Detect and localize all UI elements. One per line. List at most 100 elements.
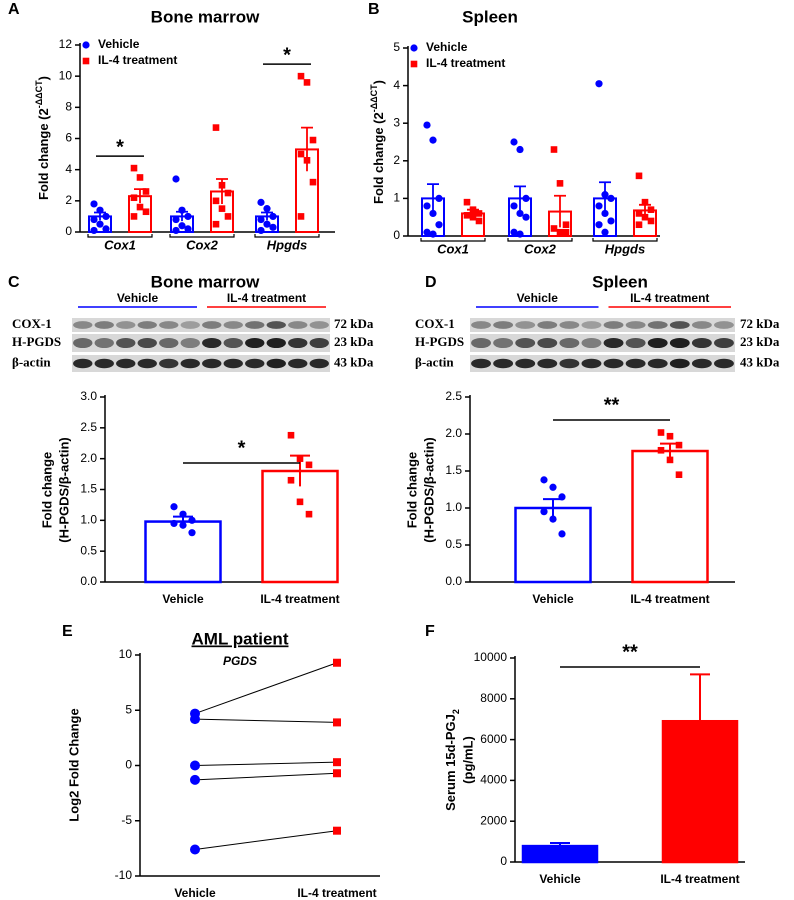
category-bracket	[507, 238, 573, 242]
y-tick-label: 4	[393, 78, 400, 92]
y-tick-label: 2000	[480, 813, 507, 827]
blot-band	[581, 337, 602, 349]
category-bracket	[169, 234, 235, 238]
data-point	[463, 198, 471, 206]
data-point	[635, 172, 643, 180]
data-point	[516, 209, 524, 218]
pair-line	[194, 772, 338, 781]
x-tick-label: Cox1	[104, 237, 136, 252]
data-point	[595, 221, 603, 229]
x-tick-label: Hpgds	[605, 241, 645, 256]
blot-band-label: β-actin	[12, 354, 51, 369]
significance-label: *	[116, 136, 124, 158]
blot-band	[515, 321, 536, 329]
data-point	[635, 221, 643, 229]
legend-marker	[410, 60, 418, 68]
blot-band	[159, 358, 179, 369]
subtitle: PGDS	[223, 654, 257, 668]
x-tick-label: Vehicle	[539, 872, 581, 886]
blot-band	[581, 321, 602, 329]
y-axis-label: Fold change (2-ΔΔCT)	[34, 76, 51, 200]
data-point	[666, 456, 674, 464]
blot-band	[515, 337, 536, 349]
data-point	[556, 228, 564, 236]
blot-band	[691, 337, 712, 349]
data-point	[305, 461, 313, 469]
y-tick-label: 0	[500, 854, 507, 868]
panel-letter: F	[425, 623, 435, 640]
blot-band	[116, 337, 136, 349]
blot-strip	[72, 318, 330, 332]
category-bracket	[254, 234, 320, 238]
data-point	[558, 493, 566, 501]
y-tick-label: 0.0	[80, 574, 97, 588]
y-axis-label: Log2 Fold Change	[66, 708, 81, 821]
blot-band	[691, 321, 712, 329]
data-point	[296, 498, 304, 506]
chart-title: Spleen	[592, 272, 648, 291]
legend-marker	[82, 41, 90, 49]
data-point	[212, 124, 220, 131]
blot-band	[471, 321, 491, 329]
y-tick-label: 1.0	[80, 513, 97, 527]
data-point	[601, 191, 609, 199]
y-tick-label: 2.5	[80, 420, 97, 434]
y-axis-label: (H-PGDS/β-actin)	[421, 437, 436, 542]
data-point	[469, 206, 477, 213]
data-point	[178, 222, 186, 230]
blot-band	[647, 321, 668, 329]
data-point	[675, 471, 683, 478]
x-tick-label: Cox2	[186, 237, 219, 252]
data-point	[522, 194, 530, 202]
data-point	[96, 206, 104, 214]
y-axis-label: Serum 15d-PGJ2	[443, 709, 461, 811]
blot-band	[180, 321, 200, 329]
data-point	[190, 844, 200, 855]
bar	[261, 469, 339, 584]
data-point	[257, 226, 265, 235]
blot-band	[471, 358, 491, 369]
blot-band	[245, 358, 265, 369]
data-point	[257, 215, 265, 224]
blot-band	[288, 358, 308, 369]
pair-line	[194, 761, 338, 766]
data-point	[188, 529, 196, 537]
y-axis-label-part: 2	[451, 709, 461, 714]
data-point	[549, 515, 557, 523]
blot-band-label: COX-1	[415, 316, 455, 331]
bar	[661, 719, 739, 864]
chart-title: Bone marrow	[151, 272, 260, 291]
error-bar	[599, 181, 611, 215]
data-point	[188, 516, 196, 524]
data-point	[641, 198, 649, 206]
blot-band	[223, 321, 243, 329]
blot-band	[202, 321, 222, 329]
data-point	[510, 138, 518, 146]
legend-marker	[82, 57, 90, 65]
blot-band	[669, 337, 690, 349]
blot-band	[116, 358, 136, 369]
blot-band	[223, 337, 243, 349]
legend-label: IL-4 treatment	[426, 56, 505, 70]
data-point	[463, 212, 471, 219]
data-point	[666, 432, 674, 440]
y-tick-label: 3.0	[80, 389, 97, 403]
legend-label: Vehicle	[426, 40, 468, 54]
chart-title: AML patient	[192, 629, 289, 648]
y-tick-label: 2	[65, 193, 72, 207]
data-point	[170, 503, 178, 511]
blot-band	[625, 321, 646, 329]
data-point	[641, 213, 649, 221]
y-tick-label: -5	[121, 813, 132, 827]
y-tick-label: 1	[393, 191, 400, 205]
data-point	[657, 446, 665, 454]
error-bar	[261, 211, 273, 221]
data-point	[333, 658, 341, 667]
data-point	[601, 228, 609, 236]
data-point	[224, 213, 232, 220]
data-point	[607, 194, 615, 202]
y-axis-label: Fold change	[404, 452, 419, 529]
category-bracket	[420, 238, 486, 242]
y-axis-label: Fold change	[39, 452, 54, 529]
data-point	[516, 230, 524, 238]
